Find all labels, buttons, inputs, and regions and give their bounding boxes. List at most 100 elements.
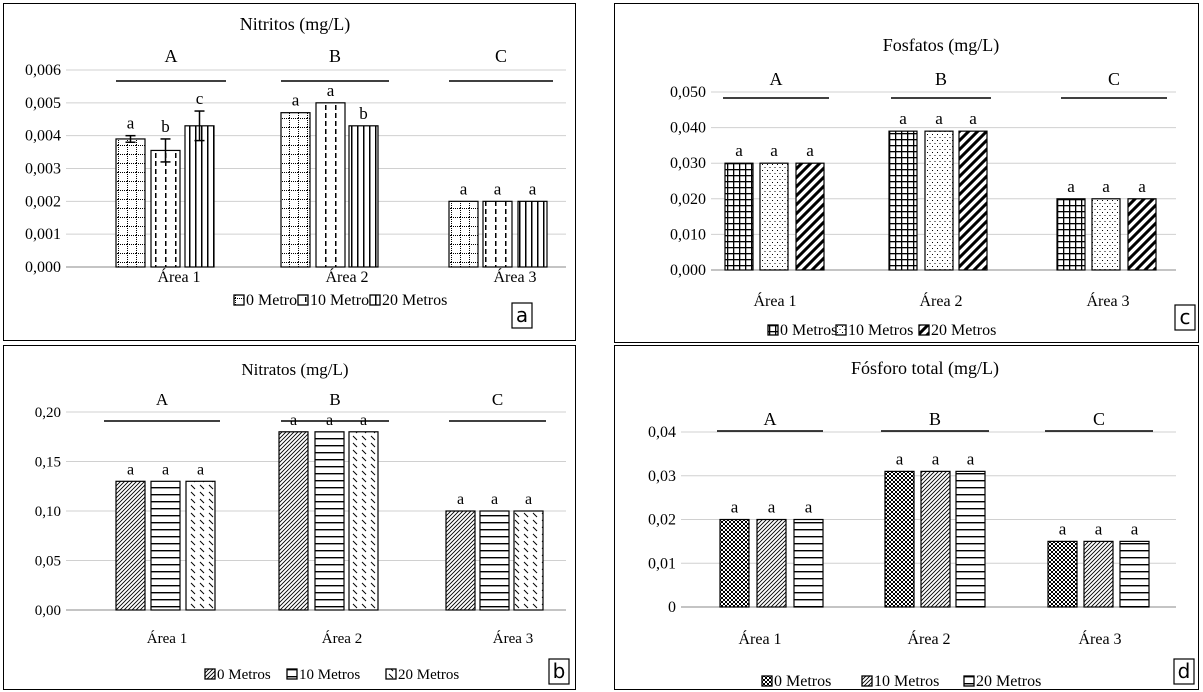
- y-tick-label: 0,002: [25, 193, 61, 210]
- group-label: C: [495, 46, 507, 66]
- y-tick-label: 0: [668, 599, 676, 616]
- y-tick-label: 0,15: [35, 455, 61, 471]
- significance-letter: a: [1102, 177, 1110, 196]
- bar: [1056, 198, 1086, 271]
- significance-letter: a: [326, 412, 333, 429]
- legend-swatch: [761, 675, 773, 687]
- significance-letter: a: [969, 109, 977, 128]
- chart-title: Fosfatos (mg/L): [883, 35, 1000, 56]
- significance-letter: a: [360, 412, 367, 429]
- significance-letter: a: [768, 498, 776, 517]
- legend-swatch: [369, 294, 381, 306]
- bar: [756, 518, 787, 608]
- legend-label: 20 Metros: [976, 673, 1041, 690]
- legend-label: 0 Metros: [217, 667, 271, 683]
- group-label: C: [1093, 409, 1105, 429]
- bar: [955, 470, 986, 608]
- group-label: A: [770, 69, 783, 89]
- y-tick-label: 0,006: [25, 62, 61, 79]
- y-tick-label: 0,001: [25, 226, 61, 243]
- significance-letter: a: [525, 491, 532, 508]
- panel-letter-box: [1173, 658, 1195, 685]
- y-tick-label: 0,00: [35, 603, 61, 619]
- bar: [348, 125, 379, 268]
- legend-swatch: [918, 324, 930, 336]
- group-label: A: [156, 390, 169, 409]
- group-label: A: [764, 409, 777, 429]
- group-label: B: [929, 409, 941, 429]
- legend-swatch: [767, 324, 779, 336]
- legend-swatch: [297, 294, 309, 306]
- group-label: C: [1108, 69, 1120, 89]
- panel-letter: c: [1180, 305, 1191, 329]
- bar: [482, 200, 513, 268]
- significance-letter: a: [1067, 177, 1075, 196]
- bar: [513, 510, 544, 611]
- y-tick-label: 0,01: [648, 555, 676, 572]
- bar: [1127, 198, 1157, 271]
- x-category-label: Área 2: [919, 291, 962, 310]
- bar: [759, 162, 789, 271]
- significance-letter: a: [127, 114, 135, 133]
- panel-letter-box: [511, 302, 533, 329]
- bar: [1083, 540, 1114, 608]
- significance-letter: a: [460, 179, 468, 198]
- legend-label: 10 Metros: [299, 667, 360, 683]
- bar: [479, 510, 510, 611]
- legend-label: 10 Metros: [848, 322, 913, 339]
- significance-letter: a: [899, 109, 907, 128]
- significance-letter: a: [932, 449, 940, 468]
- x-category-label: Área 1: [738, 629, 781, 648]
- significance-letter: b: [161, 117, 170, 136]
- panel-letter: a: [516, 303, 528, 327]
- panel-letter: b: [553, 659, 566, 683]
- panel-nitritos: Nitritos (mg/L) 0,000 0,001 0,002 0,003 0,004…: [3, 3, 576, 341]
- y-tick-label: 0,10: [35, 504, 61, 520]
- legend-label: 20 Metros: [382, 292, 447, 309]
- significance-letter: a: [529, 179, 537, 198]
- significance-letter: a: [292, 91, 300, 110]
- bar: [115, 138, 146, 268]
- group-label: B: [329, 390, 340, 409]
- legend-swatch: [286, 668, 298, 680]
- legend-label: 0 Metros: [246, 292, 303, 309]
- significance-letter: a: [457, 491, 464, 508]
- legend-swatch: [233, 294, 245, 306]
- significance-letter: a: [806, 141, 814, 160]
- significance-letter: a: [967, 449, 975, 468]
- bar: [795, 162, 825, 271]
- bar: [448, 200, 479, 268]
- panel-fosforo-total: Fósforo total (mg/L) 0 0,01 0,02 0,03 0,04 A B C…: [614, 345, 1199, 690]
- group-label: B: [935, 69, 947, 89]
- significance-letter: a: [290, 412, 297, 429]
- significance-letter: a: [1138, 177, 1146, 196]
- bar: [278, 431, 309, 611]
- legend-swatch: [963, 675, 975, 687]
- significance-letter: a: [494, 179, 502, 198]
- panel-fosfatos: Fosfatos (mg/L) 0,000 0,010 0,020 0,030 0,040…: [614, 3, 1199, 343]
- x-category-label: Área 2: [325, 267, 368, 286]
- y-tick-label: 0,030: [670, 155, 706, 172]
- y-tick-label: 0,050: [670, 84, 706, 101]
- bar: [958, 130, 988, 271]
- panel-letter-box: [1174, 304, 1196, 331]
- bar: [348, 431, 379, 611]
- significance-letter: a: [127, 461, 134, 478]
- y-tick-label: 0,003: [25, 161, 61, 178]
- group-label: C: [492, 390, 503, 409]
- significance-letter: c: [196, 89, 204, 108]
- chart-title: Fósforo total (mg/L): [851, 358, 999, 379]
- legend-label: 20 Metros: [931, 322, 996, 339]
- panel-letter-box: [548, 658, 570, 685]
- bar: [884, 470, 915, 608]
- x-category-label: Área 1: [147, 630, 187, 647]
- y-tick-label: 0,005: [25, 95, 61, 112]
- y-tick-label: 0,004: [25, 128, 61, 145]
- legend-swatch: [385, 668, 397, 680]
- x-category-label: Área 2: [907, 629, 950, 648]
- x-category-label: Área 3: [1078, 629, 1121, 648]
- bar: [719, 518, 750, 608]
- bar: [888, 130, 918, 271]
- bar: [184, 125, 215, 268]
- group-label: A: [165, 46, 178, 66]
